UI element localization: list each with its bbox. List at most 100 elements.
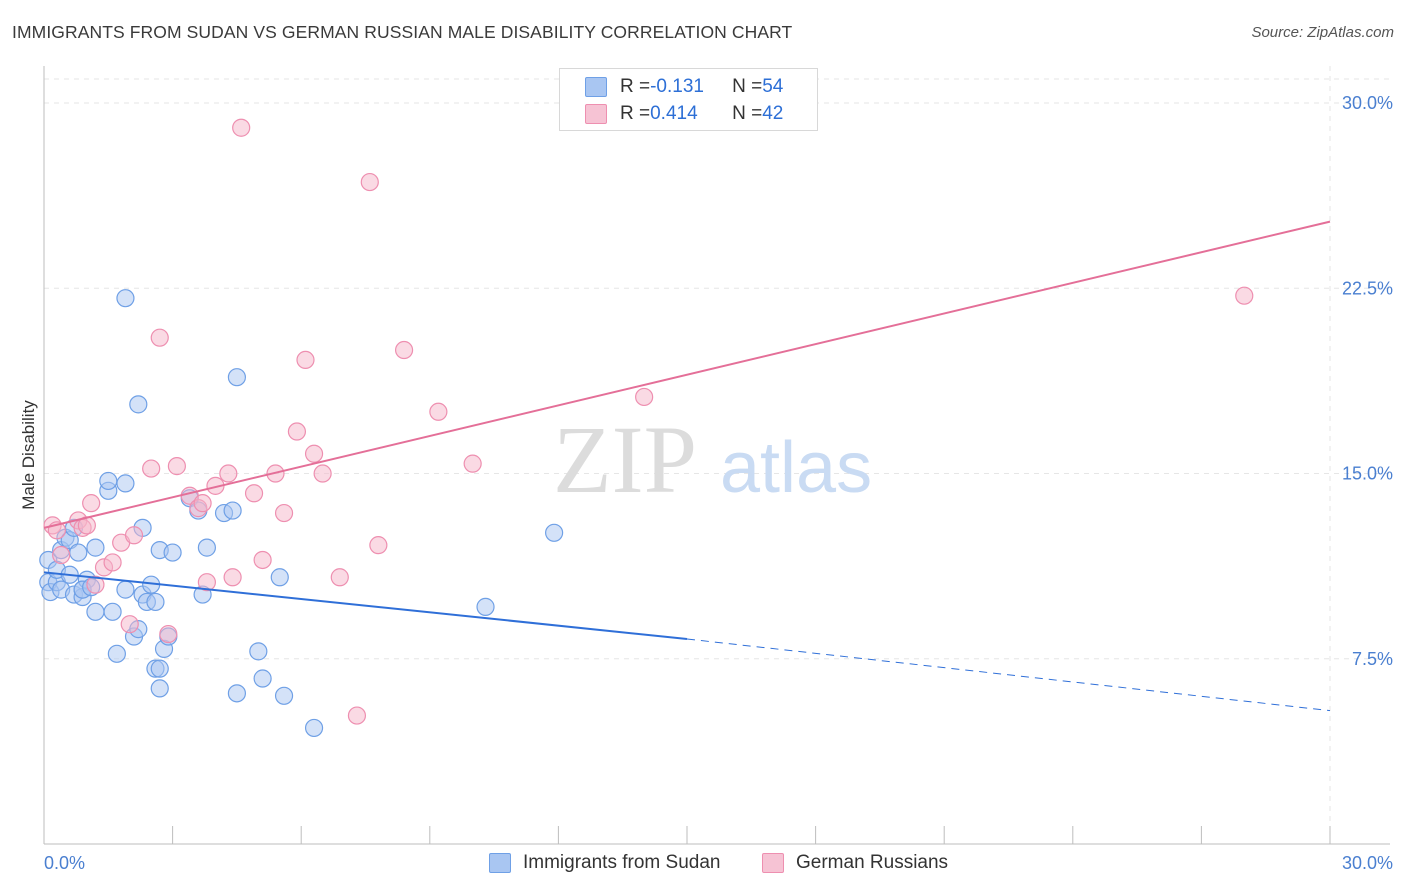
y-tick-label: 7.5% — [1352, 649, 1393, 669]
n-value: 54 — [762, 76, 784, 97]
data-point — [223, 568, 242, 587]
series-group — [39, 118, 1254, 738]
data-point — [150, 328, 169, 347]
data-point — [1235, 286, 1254, 305]
data-point — [69, 543, 88, 562]
data-point — [129, 395, 148, 414]
data-point — [159, 624, 178, 644]
y-tick-label: 22.5% — [1342, 278, 1393, 298]
data-point — [86, 538, 105, 557]
data-point — [167, 457, 186, 476]
data-point — [99, 471, 118, 491]
data-point — [296, 350, 315, 370]
data-point — [116, 580, 135, 599]
data-point — [253, 669, 272, 688]
series-german-russians — [43, 118, 1254, 725]
data-point — [394, 340, 414, 360]
data-point — [545, 523, 564, 542]
data-point — [116, 289, 135, 308]
legend-swatch-german-russians — [762, 853, 784, 873]
data-point — [270, 568, 289, 587]
watermark-zip: ZIP — [553, 406, 697, 513]
data-point — [274, 503, 294, 523]
data-point — [429, 402, 448, 421]
data-point — [347, 706, 367, 725]
data-point — [86, 575, 105, 594]
data-point — [103, 553, 122, 572]
y-tick-label: 15.0% — [1342, 464, 1393, 484]
legend-text: R = -0.131 N = 54 — [620, 76, 783, 98]
r-label: R = — [620, 76, 651, 97]
data-point — [463, 454, 482, 473]
data-point — [150, 679, 169, 698]
trend-line-sudan-extension — [686, 638, 1331, 712]
legend-swatch-sudan — [489, 853, 511, 873]
r-value: -0.131 — [650, 76, 704, 97]
legend-item-sudan[interactable]: Immigrants from Sudan — [489, 852, 720, 874]
data-point — [116, 474, 135, 493]
data-point — [219, 464, 238, 483]
data-point — [304, 444, 324, 463]
data-point — [150, 659, 169, 678]
grid-lines — [44, 66, 1390, 844]
data-point — [227, 368, 246, 387]
data-point — [304, 718, 324, 738]
data-point — [107, 644, 126, 663]
data-point — [142, 459, 161, 478]
n-value: 42 — [762, 103, 784, 124]
data-point — [249, 642, 268, 661]
legend-text: R = 0.414 N = 42 — [620, 103, 783, 125]
data-point — [223, 501, 242, 520]
series-sudan — [39, 289, 564, 738]
data-point — [82, 494, 101, 513]
y-tick-label: 30.0% — [1342, 93, 1393, 113]
data-point — [193, 494, 212, 513]
trend-line-sudan — [43, 571, 688, 640]
data-point — [287, 422, 307, 441]
chart-title: IMMIGRANTS FROM SUDAN VS GERMAN RUSSIAN … — [12, 22, 793, 42]
data-point — [360, 172, 379, 192]
data-point — [253, 550, 272, 570]
data-point — [197, 573, 216, 592]
n-label: N = — [732, 103, 763, 124]
data-point — [124, 526, 144, 545]
axes — [43, 66, 1390, 845]
data-point — [313, 464, 332, 483]
legend-label-sudan: Immigrants from Sudan — [523, 852, 721, 873]
x-tick-labels: 0.0% 30.0% — [44, 853, 1393, 873]
data-point — [227, 684, 246, 703]
data-point — [146, 592, 165, 612]
series-legend: Immigrants from Sudan German Russians — [0, 852, 1406, 876]
data-point — [52, 545, 71, 565]
trend-lines — [43, 220, 1331, 712]
data-point — [120, 615, 139, 634]
legend-label-german-russians: German Russians — [796, 852, 949, 873]
legend-item-german-russians[interactable]: German Russians — [762, 852, 948, 874]
r-value: 0.414 — [650, 103, 698, 124]
source-label: Source: ZipAtlas.com — [1251, 24, 1394, 41]
r-label: R = — [620, 103, 651, 124]
watermark-atlas: atlas — [720, 428, 872, 508]
data-point — [244, 484, 264, 503]
data-point — [103, 602, 122, 621]
trend-line-german-russians — [43, 220, 1331, 529]
data-point — [163, 543, 182, 562]
legend-swatch-sudan — [585, 77, 607, 97]
y-tick-labels: 7.5% 15.0% 22.5% 30.0% — [1342, 93, 1393, 669]
data-point — [330, 568, 349, 587]
legend-swatch-german-russians — [585, 104, 607, 124]
data-point — [274, 686, 294, 705]
data-point — [197, 538, 216, 557]
y-axis-label: Male Disability — [19, 400, 38, 510]
x-tick-label: 30.0% — [1342, 853, 1393, 873]
data-point — [476, 597, 495, 616]
x-tick-label: 0.0% — [44, 853, 85, 873]
stats-legend: R = -0.131 N = 54 R = 0.414 N = 42 — [559, 68, 818, 131]
data-point — [635, 387, 654, 407]
data-point — [86, 602, 105, 621]
data-point — [369, 536, 388, 555]
n-label: N = — [732, 76, 763, 97]
watermark: ZIP atlas — [553, 406, 872, 513]
data-point — [232, 118, 251, 137]
